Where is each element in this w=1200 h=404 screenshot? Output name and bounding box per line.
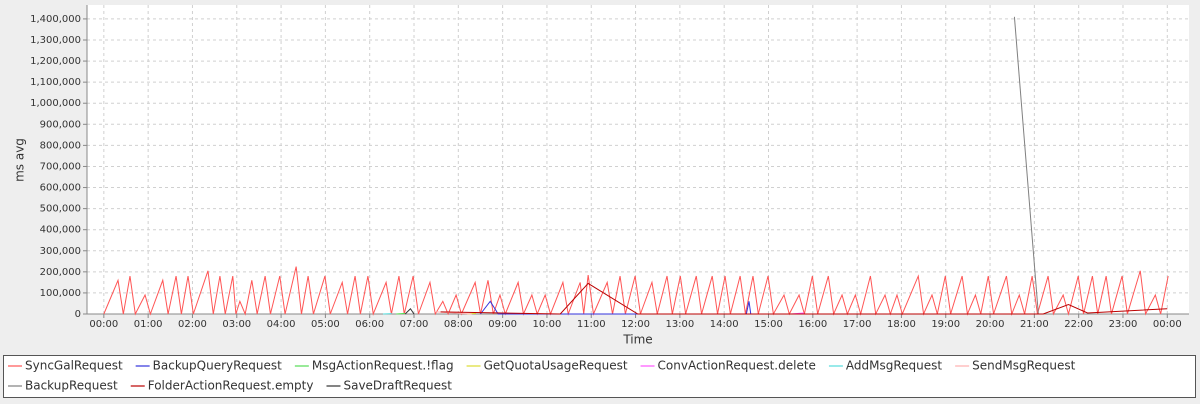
- y-tick-label: 900,000: [40, 119, 81, 130]
- y-tick-label: 0: [75, 309, 81, 320]
- x-tick-label: 02:00: [178, 319, 207, 330]
- x-tick-label: 16:00: [798, 319, 827, 330]
- x-tick-label: 17:00: [843, 319, 872, 330]
- x-tick-label: 00:00: [1153, 319, 1182, 330]
- x-tick-label: 01:00: [134, 319, 163, 330]
- legend-label: BackupRequest: [25, 379, 118, 393]
- legend-label: ConvActionRequest.delete: [658, 359, 816, 373]
- y-tick-label: 500,000: [40, 204, 81, 215]
- y-tick-label: 800,000: [40, 140, 81, 151]
- x-tick-label: 12:00: [621, 319, 650, 330]
- y-tick-label: 1,300,000: [30, 35, 81, 46]
- x-tick-label: 14:00: [710, 319, 739, 330]
- x-tick-label: 20:00: [976, 319, 1005, 330]
- x-tick-label: 15:00: [754, 319, 783, 330]
- x-tick-label: 06:00: [355, 319, 384, 330]
- y-tick-label: 300,000: [40, 246, 81, 257]
- x-tick-label: 07:00: [400, 319, 429, 330]
- y-tick-label: 700,000: [40, 161, 81, 172]
- legend-label: SendMsgRequest: [972, 359, 1075, 373]
- y-tick-label: 1,000,000: [30, 98, 81, 109]
- y-tick-label: 100,000: [40, 288, 81, 299]
- legend-label: FolderActionRequest.empty: [148, 379, 314, 393]
- x-tick-label: 23:00: [1109, 319, 1138, 330]
- x-tick-label: 11:00: [577, 319, 606, 330]
- legend-label: BackupQueryRequest: [153, 359, 282, 373]
- y-tick-label: 600,000: [40, 183, 81, 194]
- x-tick-label: 04:00: [267, 319, 296, 330]
- legend-label: AddMsgRequest: [846, 359, 942, 373]
- x-tick-label: 00:00: [89, 319, 118, 330]
- y-tick-label: 1,400,000: [30, 14, 81, 25]
- y-tick-label: 200,000: [40, 267, 81, 278]
- x-tick-label: 03:00: [222, 319, 251, 330]
- x-tick-label: 22:00: [1064, 319, 1093, 330]
- x-tick-label: 08:00: [444, 319, 473, 330]
- x-tick-label: 19:00: [931, 319, 960, 330]
- legend-label: MsgActionRequest.!flag: [312, 359, 454, 373]
- x-axis-title: Time: [622, 333, 652, 347]
- x-tick-label: 09:00: [488, 319, 517, 330]
- legend-label: SyncGalRequest: [25, 359, 123, 373]
- x-tick-label: 21:00: [1020, 319, 1049, 330]
- x-tick-label: 13:00: [665, 319, 694, 330]
- y-tick-label: 400,000: [40, 225, 81, 236]
- y-tick-label: 1,100,000: [30, 77, 81, 88]
- y-axis-title: ms avg: [13, 138, 27, 182]
- plot-area: [87, 5, 1189, 314]
- x-tick-label: 10:00: [533, 319, 562, 330]
- legend-label: SaveDraftRequest: [343, 379, 452, 393]
- legend-label: GetQuotaUsageRequest: [484, 359, 628, 373]
- x-tick-label: 05:00: [311, 319, 340, 330]
- y-tick-label: 1,200,000: [30, 56, 81, 67]
- series-line: [396, 313, 405, 314]
- x-tick-label: 18:00: [887, 319, 916, 330]
